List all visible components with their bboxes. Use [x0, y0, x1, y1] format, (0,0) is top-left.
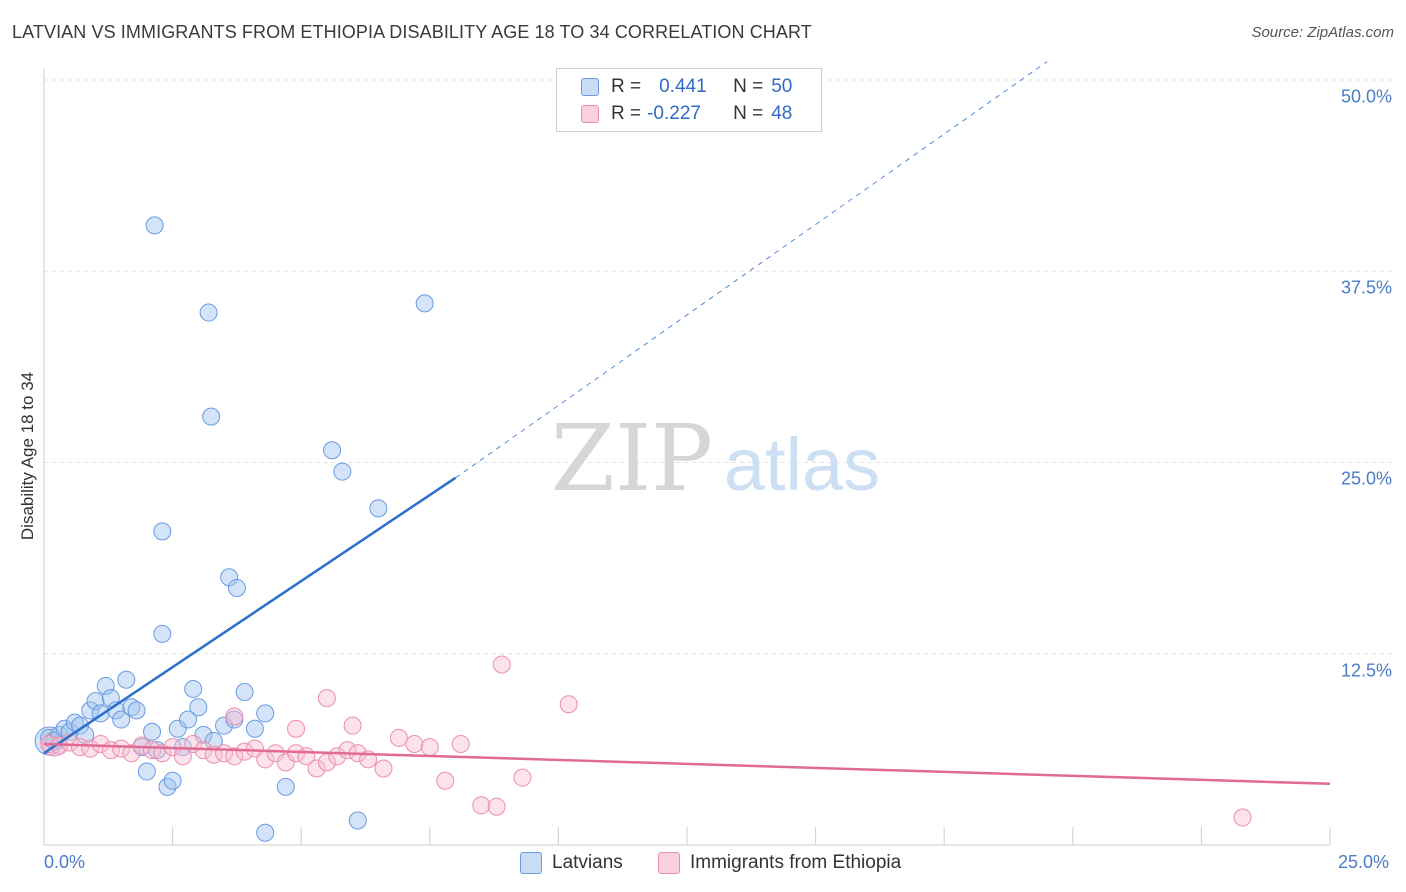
latvian-point-37: [145, 216, 164, 235]
latvian-point-20: [143, 722, 162, 741]
latvians-r-label: R =: [611, 76, 642, 97]
x-tick-max: 25.0%: [1338, 852, 1390, 872]
chart-title: LATVIAN VS IMMIGRANTS FROM ETHIOPIA DISA…: [12, 22, 812, 42]
latvian-point-17: [127, 701, 146, 720]
latvian-point-3: [55, 719, 74, 738]
latvians-n-label: N =: [733, 76, 764, 97]
latvian-point-46: [415, 294, 434, 313]
ethiopia-point-36: [436, 771, 455, 790]
latvians-trendline: [43, 476, 457, 755]
ethiopia-point-41: [513, 768, 532, 787]
latvian-point-49: [256, 823, 275, 842]
ethiopia-point-33: [389, 728, 408, 747]
y-tick-25: 25.0%: [1340, 468, 1392, 489]
source-label: Source: ZipAtlas.com: [1251, 24, 1394, 41]
ethiopia-swatch: [581, 105, 599, 123]
ethiopia-point-37: [451, 735, 470, 754]
latvian-point-47: [276, 777, 295, 796]
latvian-point-35: [245, 719, 264, 738]
latvian-point-43: [323, 441, 342, 460]
latvian-point-42: [227, 578, 246, 597]
watermark-atlas: atlas: [724, 423, 880, 506]
latvians-trendline-extension: [455, 61, 1048, 479]
latvian-point-16: [122, 698, 141, 717]
latvian-point-8: [81, 701, 100, 720]
latvians-r-value: 0.441: [659, 76, 707, 97]
legend-item-latvians: Latvians: [520, 852, 623, 874]
ethiopia-legend-swatch: [658, 852, 680, 874]
ethiopia-point-47: [1233, 808, 1252, 827]
latvian-point-15: [117, 670, 136, 689]
latvian-point-45: [369, 499, 388, 518]
legend-row-ethiopia: R = -0.227 N = 48: [581, 102, 792, 126]
y-tick-50: 50.0%: [1340, 86, 1392, 107]
ethiopia-trendline: [43, 742, 1331, 786]
correlation-legend: R = 0.441 N = 50 R = -0.227 N = 48: [556, 68, 822, 132]
ethiopia-point-34: [405, 735, 424, 754]
latvian-point-48: [348, 811, 367, 830]
ethiopia-point-42: [559, 695, 578, 714]
latvian-point-38: [199, 303, 218, 322]
ethiopia-point-32: [374, 759, 393, 778]
watermark-zip: ZIP: [551, 405, 713, 512]
latvian-point-29: [189, 698, 208, 717]
latvian-point-23: [158, 777, 177, 796]
latvian-point-24: [163, 771, 182, 790]
ethiopia-point-43: [225, 707, 244, 726]
ethiopia-point-46: [343, 716, 362, 735]
latvian-point-40: [153, 522, 172, 541]
ethiopia-point-7: [112, 739, 131, 758]
ethiopia-point-38: [472, 796, 491, 815]
ethiopia-legend-label: Immigrants from Ethiopia: [690, 852, 902, 873]
ethiopia-point-18: [225, 747, 244, 766]
legend-row-latvians: R = 0.441 N = 50: [581, 75, 792, 99]
ethiopia-r-label: R =: [611, 103, 642, 124]
latvian-point-39: [202, 407, 221, 426]
ethiopia-point-39: [487, 797, 506, 816]
ethiopia-point-22: [266, 744, 285, 763]
y-tick-12-5: 12.5%: [1340, 660, 1392, 681]
latvians-swatch: [581, 78, 599, 96]
latvian-point-27: [179, 710, 198, 729]
ethiopia-point-8: [122, 744, 141, 763]
latvian-point-28: [184, 679, 203, 698]
latvian-point-0: [40, 728, 59, 747]
ethiopia-point-40: [492, 655, 511, 674]
latvian-point-22: [153, 624, 172, 643]
ethiopia-point-10: [143, 741, 162, 760]
ethiopia-point-23: [276, 753, 295, 772]
series-legend: Latvians Immigrants from Ethiopia: [0, 852, 1406, 876]
latvian-point-14: [112, 710, 131, 729]
latvians-legend-label: Latvians: [552, 852, 623, 873]
latvian-point-44: [333, 462, 352, 481]
ethiopia-r-value: -0.227: [647, 103, 701, 124]
latvian-point-32: [215, 716, 234, 735]
latvians-n-value: 50: [771, 76, 793, 97]
latvian-point-30: [194, 725, 213, 744]
ethiopia-point-5: [91, 735, 110, 754]
ethiopia-point-26: [307, 759, 326, 778]
latvian-point-25: [168, 719, 187, 738]
ethiopia-n-value: 48: [771, 103, 793, 124]
latvians-legend-swatch: [520, 852, 542, 874]
ethiopia-n-label: N =: [733, 103, 764, 124]
latvian-point-6: [71, 716, 90, 735]
latvian-point-19: [137, 762, 156, 781]
latvian-point-34: [235, 683, 254, 701]
latvian-point-36: [256, 704, 275, 723]
legend-item-ethiopia: Immigrants from Ethiopia: [658, 852, 901, 874]
y-tick-37-5: 37.5%: [1340, 277, 1392, 298]
ethiopia-point-44: [287, 719, 306, 738]
x-tick-min: 0.0%: [44, 852, 86, 872]
ethiopia-point-45: [317, 689, 336, 708]
ethiopia-point-35: [420, 738, 439, 757]
